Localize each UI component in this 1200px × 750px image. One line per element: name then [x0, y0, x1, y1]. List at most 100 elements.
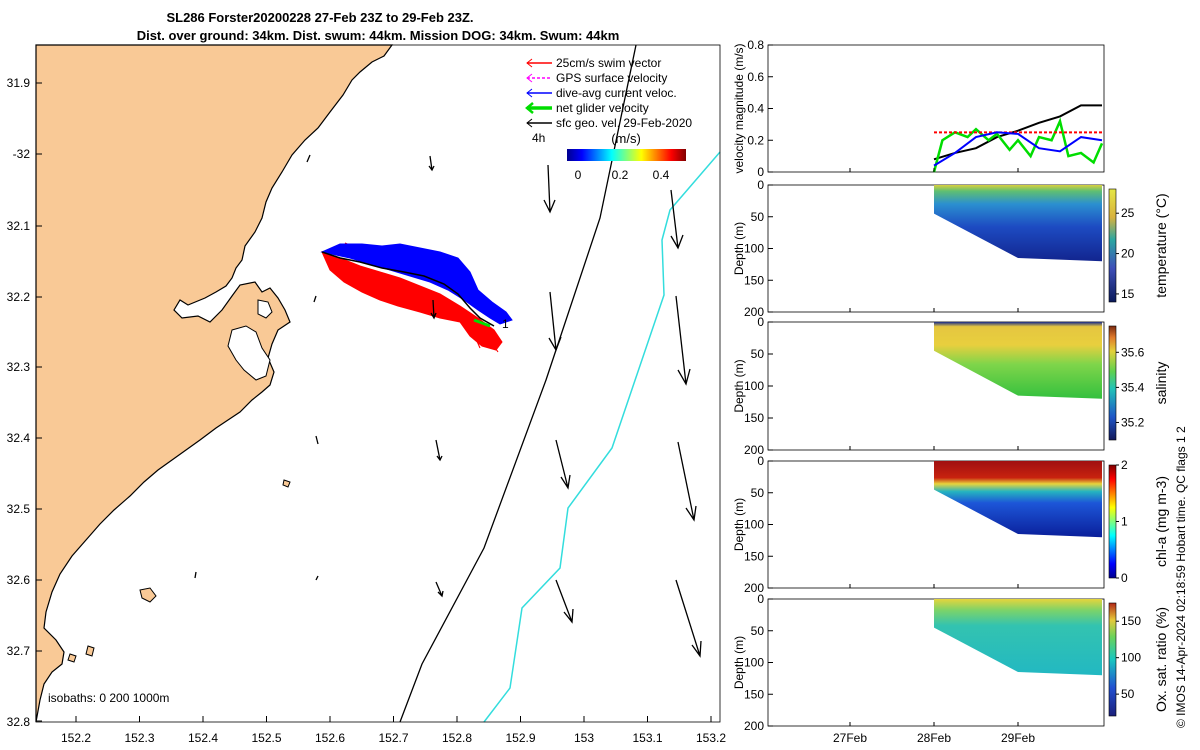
svg-text:32.8: 32.8 — [7, 715, 31, 729]
salinity-section — [934, 322, 1102, 399]
time-scale-label: 4h — [532, 131, 545, 145]
glider-track — [321, 251, 495, 327]
map-y-ticks — [36, 82, 42, 722]
svg-text:152.9: 152.9 — [505, 731, 535, 745]
svg-text:152.7: 152.7 — [378, 731, 408, 745]
svg-text:153.1: 153.1 — [632, 731, 662, 745]
salinity-cb-tick-label: 35.4 — [1121, 380, 1145, 394]
oxygen-ylabel: Depth (m) — [732, 636, 746, 689]
velocity-y-tick-label: 0.4 — [747, 102, 764, 116]
chl-a-cb-tick-label: 1 — [1121, 515, 1128, 529]
thick-arrow-icon — [525, 102, 534, 114]
map-x-ticks — [75, 716, 712, 722]
svg-text:152.3: 152.3 — [124, 731, 154, 745]
oxygen-y-tick-label: 150 — [744, 687, 764, 701]
island — [282, 479, 291, 488]
time-x-tick-label: 29Feb — [1001, 731, 1035, 745]
temperature-y-tick-label: 150 — [744, 273, 764, 287]
svg-text:32.7: 32.7 — [7, 644, 31, 658]
salinity-colorbar — [1108, 325, 1117, 441]
velocity-series-line — [933, 131, 1103, 167]
chl-a-y-tick-label: 0 — [757, 454, 764, 468]
speed-cb-tick: 0.2 — [612, 168, 629, 182]
svg-text:32.5: 32.5 — [7, 502, 31, 516]
chl-a-y-tick-label: 150 — [744, 549, 764, 563]
velocity-y-tick-label: 0.6 — [747, 70, 764, 84]
island — [139, 587, 157, 603]
svg-text:152.5: 152.5 — [251, 731, 281, 745]
svg-text:152.8: 152.8 — [442, 731, 472, 745]
island — [85, 645, 95, 657]
svg-text:32.1: 32.1 — [7, 219, 31, 233]
land-area — [35, 44, 394, 723]
track-end-label: 1 — [502, 317, 509, 331]
chl-a-cblabel: chl-a (mg m-3) — [1153, 476, 1169, 567]
copyright-text: © IMOS 14-Apr-2024 02:18:59 Hobart time.… — [1174, 426, 1188, 728]
svg-text:32.2: 32.2 — [7, 290, 31, 304]
temperature-ylabel: Depth (m) — [732, 222, 746, 275]
sfc-geo-arrows — [194, 154, 702, 658]
oxygen-cb-tick-label: 50 — [1121, 687, 1135, 701]
chl-a-y-tick-label: 100 — [744, 518, 764, 532]
arrow-icon — [526, 88, 533, 98]
time-x-tick-label: 28Feb — [917, 731, 951, 745]
arrow-icon — [526, 118, 533, 128]
net-velocity-marker — [473, 318, 491, 328]
oxygen-cb-tick-label: 100 — [1121, 651, 1141, 665]
oxygen-y-tick-label: 200 — [744, 719, 764, 733]
temperature-y-tick-label: 0 — [757, 178, 764, 192]
legend-item-current: dive-avg current veloc. — [526, 86, 677, 100]
velocity-plot-area — [767, 44, 1105, 173]
salinity-y-tick-label: 100 — [744, 379, 764, 393]
svg-text:25cm/s swim vector: 25cm/s swim vector — [556, 56, 661, 70]
svg-text:153.2: 153.2 — [696, 731, 726, 745]
map-legend: 25cm/s swim vector GPS surface velocity … — [525, 56, 692, 182]
velocity-y-tick-label: 0.2 — [747, 133, 764, 147]
svg-text:152.6: 152.6 — [315, 731, 345, 745]
oxygen-y-tick-label: 50 — [751, 624, 765, 638]
chl-a-cb-tick-label: 0 — [1121, 571, 1128, 585]
title-line1: SL286 Forster20200228 27-Feb 23Z to 29-F… — [166, 10, 473, 25]
temperature-cb-tick-label: 15 — [1121, 287, 1135, 301]
oxygen-y-tick-label: 0 — [757, 592, 764, 606]
salinity-y-tick-label: 200 — [744, 443, 764, 457]
chl-a-section — [934, 461, 1102, 538]
temperature-section — [934, 185, 1102, 262]
oxygen-cblabel: Ox. sat. ratio (%) — [1153, 607, 1169, 712]
chl-a-colorbar — [1108, 464, 1117, 579]
svg-text:dive-avg current veloc.: dive-avg current veloc. — [556, 86, 677, 100]
svg-text:153: 153 — [574, 731, 594, 745]
salinity-cblabel: salinity — [1153, 362, 1169, 405]
speed-cb-tick: 0.4 — [653, 168, 670, 182]
svg-text:net glider velocity: net glider velocity — [556, 101, 649, 115]
salinity-y-tick-label: 150 — [744, 411, 764, 425]
chl-a-y-tick-label: 200 — [744, 581, 764, 595]
speed-cb-tick: 0 — [575, 168, 582, 182]
lagoon — [257, 299, 273, 319]
legend-item-gps: GPS surface velocity — [526, 71, 667, 85]
salinity-y-tick-label: 0 — [757, 315, 764, 329]
current-vectors — [320, 243, 513, 325]
svg-text:-32: -32 — [13, 147, 31, 161]
velocity-series-line — [932, 117, 1104, 173]
arrow-icon — [526, 58, 533, 68]
temperature-y-tick-label: 200 — [744, 305, 764, 319]
isobaths-label: isobaths: 0 200 1000m — [48, 691, 169, 705]
velocity-y-tick-label: 0 — [757, 165, 764, 179]
island — [67, 653, 77, 663]
isobath-200m — [399, 44, 637, 723]
oxygen-cb-tick-label: 150 — [1121, 614, 1141, 628]
chl-a-cb-tick-label: 2 — [1121, 458, 1128, 472]
temperature-colorbar — [1108, 188, 1117, 303]
map-panel: 1 25cm/s swim vector — [7, 44, 726, 745]
svg-text:sfc geo. vel. 29-Feb-2020: sfc geo. vel. 29-Feb-2020 — [556, 116, 692, 130]
salinity-ylabel: Depth (m) — [732, 359, 746, 412]
legend-item-swim: 25cm/s swim vector — [526, 56, 661, 70]
speed-colorbar — [567, 149, 686, 161]
map-x-labels: 152.2 152.3 152.4 152.5 152.6 152.7 152.… — [61, 731, 726, 745]
temperature-cb-tick-label: 20 — [1121, 247, 1135, 261]
time-x-tick-label: 27Feb — [833, 731, 867, 745]
svg-text:152.4: 152.4 — [188, 731, 218, 745]
salinity-cb-tick-label: 35.6 — [1121, 345, 1145, 359]
